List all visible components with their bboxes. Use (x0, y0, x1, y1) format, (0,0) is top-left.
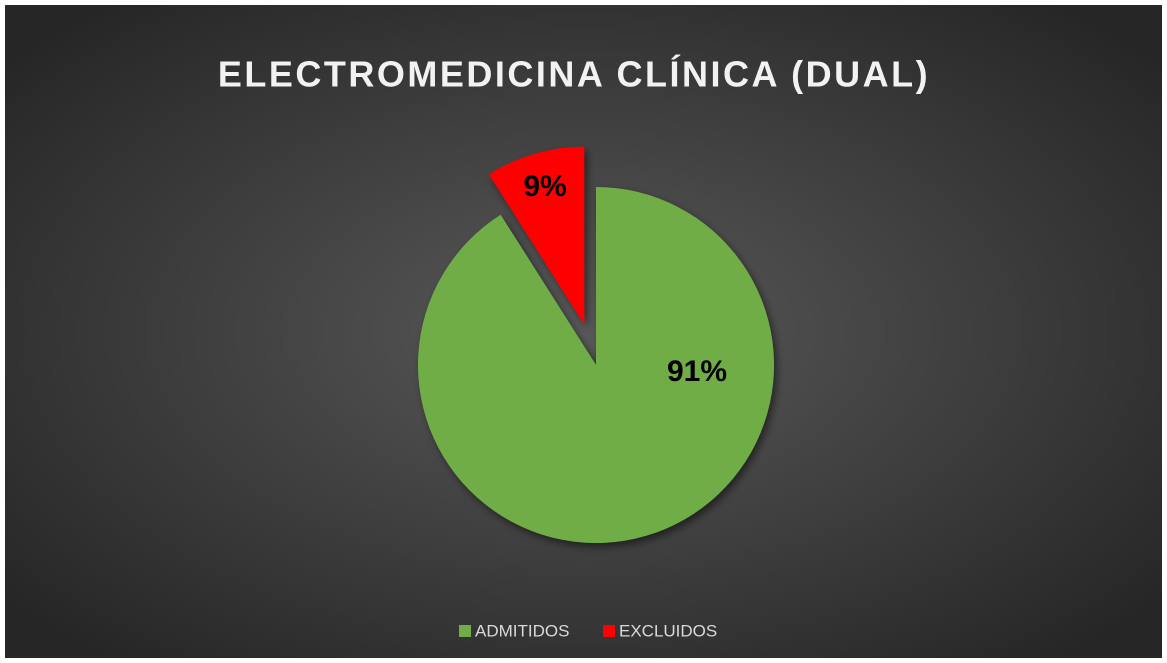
legend-label: EXCLUIDOS (619, 621, 717, 640)
data-label: 91% (667, 355, 727, 388)
chart-background (5, 5, 1162, 658)
legend-swatch (603, 625, 615, 637)
legend-label: ADMITIDOS (475, 621, 569, 640)
chart-title: ELECTROMEDICINA CLÍNICA (DUAL) (218, 54, 930, 95)
pie-slice (417, 187, 775, 543)
legend-swatch (459, 625, 471, 637)
data-label: 9% (523, 170, 566, 203)
pie-slice (488, 146, 585, 325)
